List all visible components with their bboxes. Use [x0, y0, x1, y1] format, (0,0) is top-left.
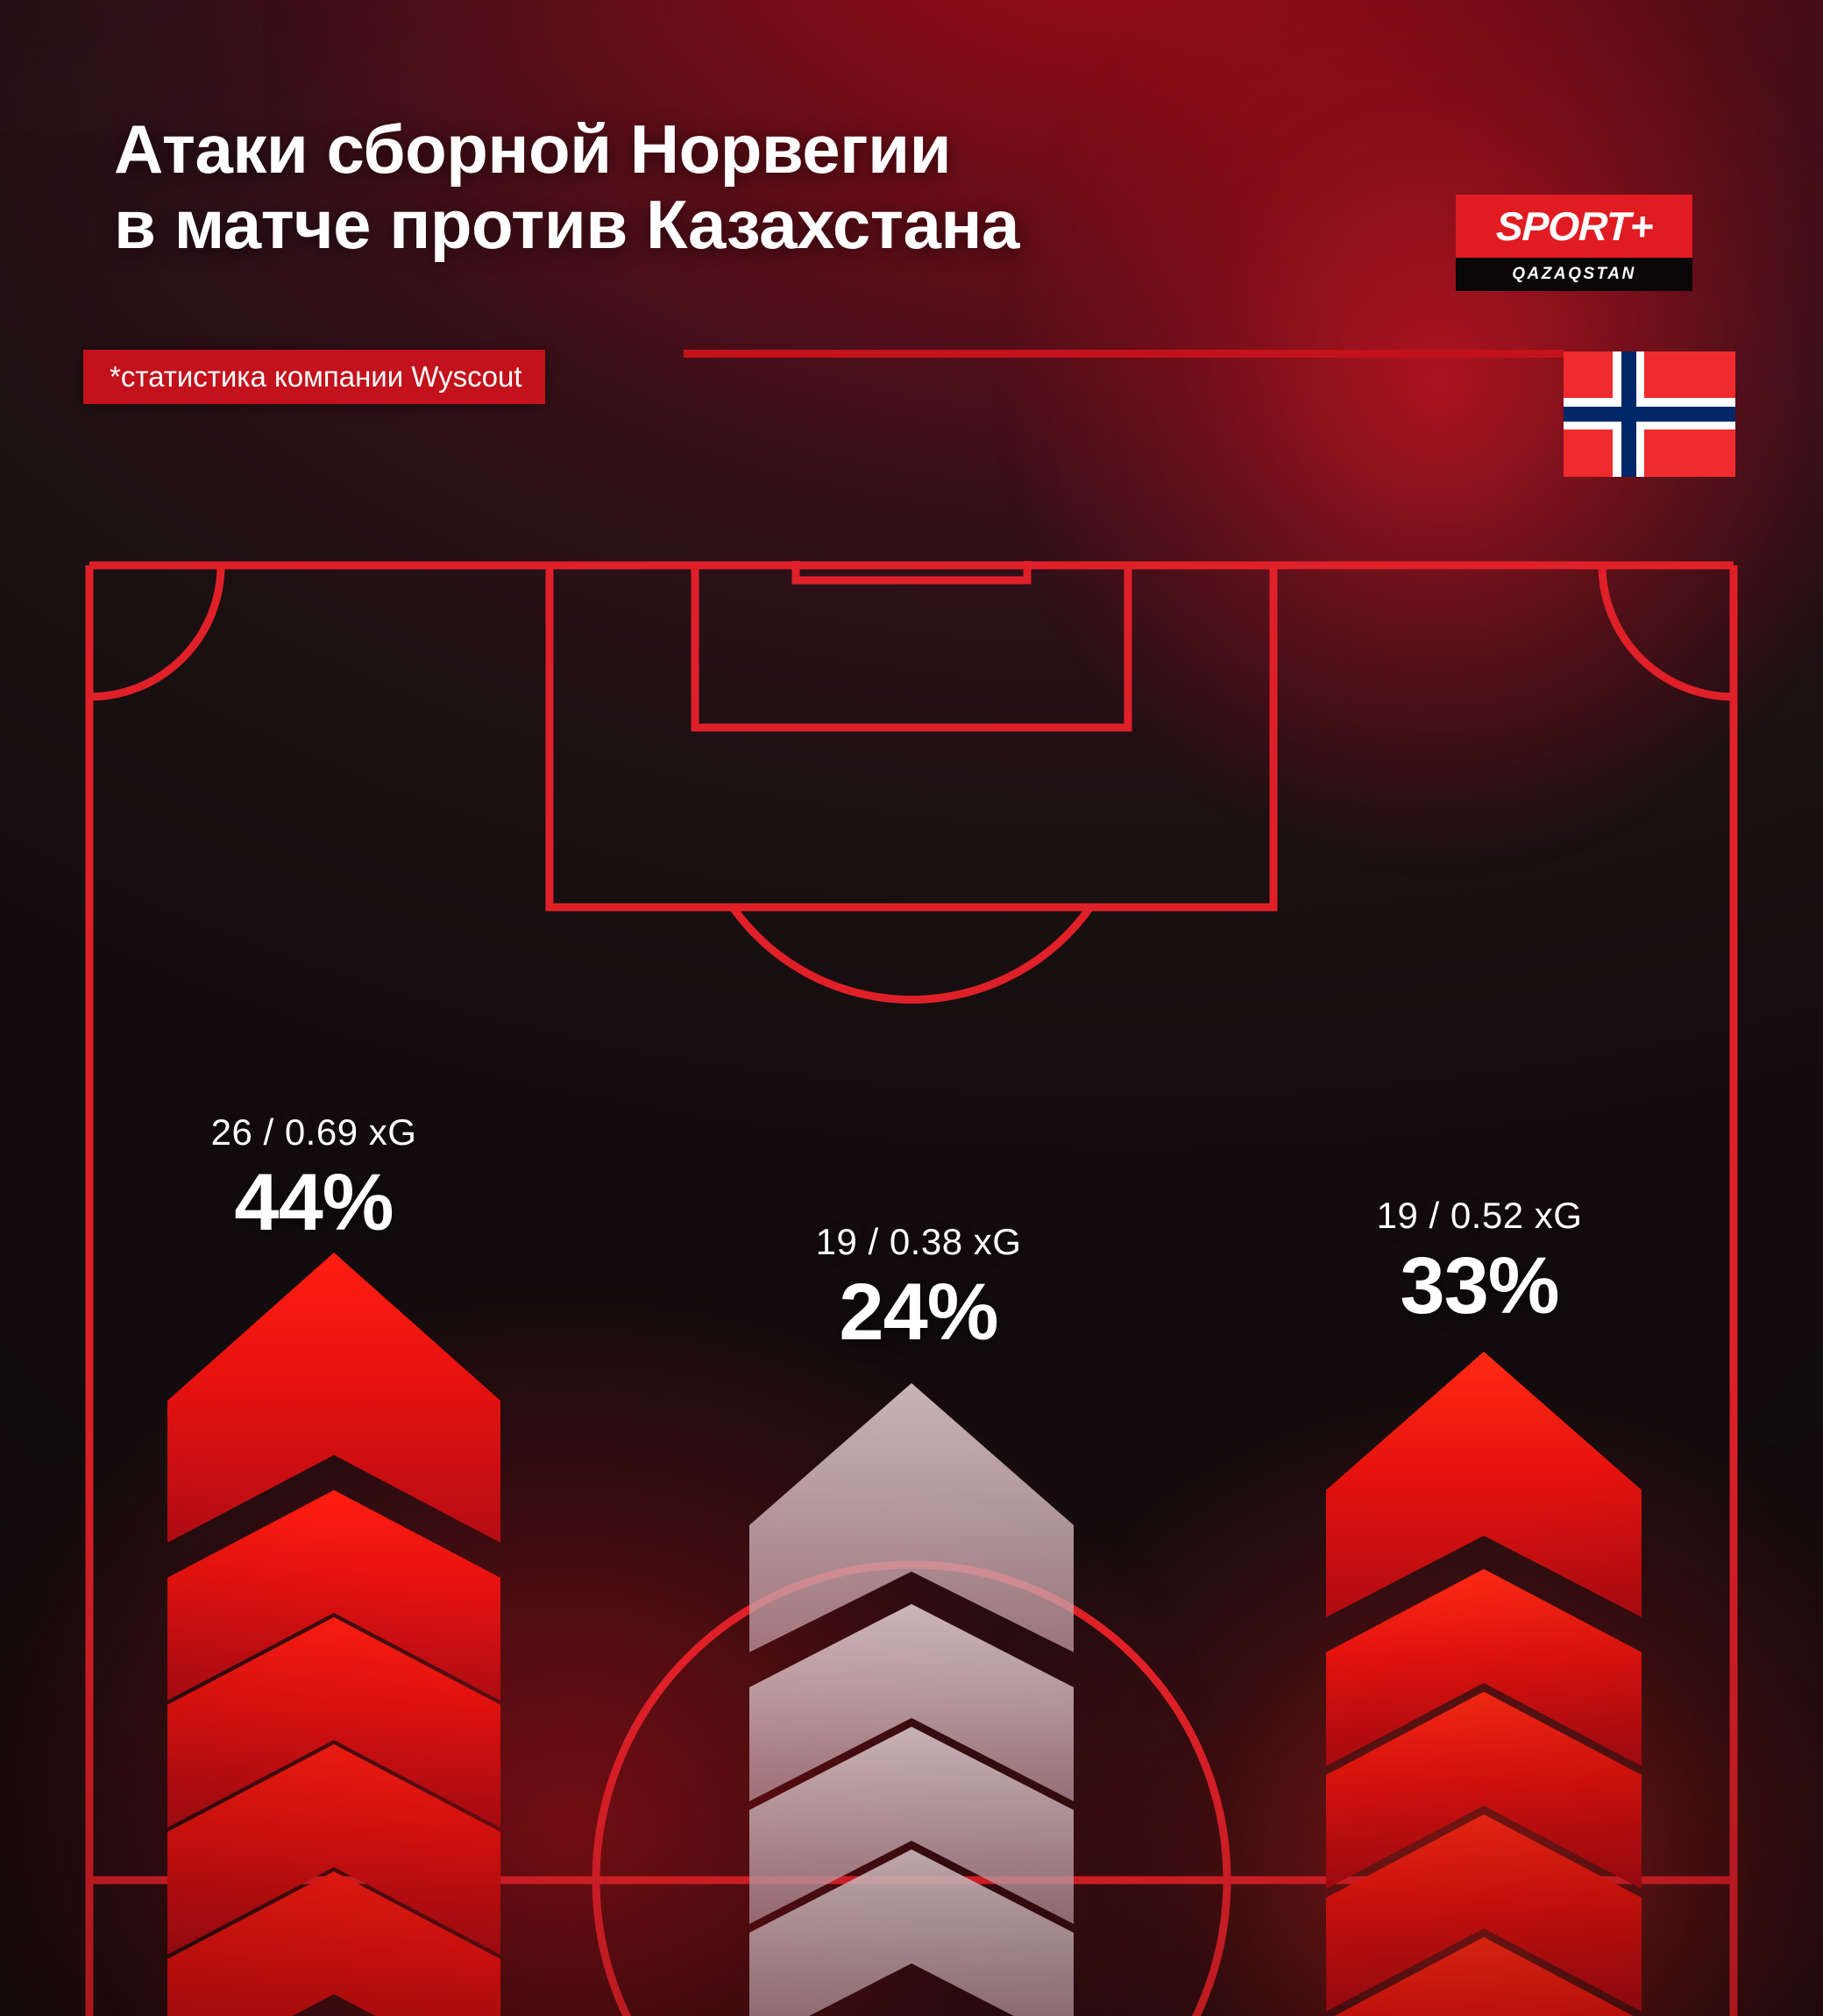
logo-brand-plate: SPORT+ — [1456, 195, 1692, 258]
source-note-banner: *статистика компании Wyscout — [83, 350, 545, 404]
zone-share-center: 24% — [839, 1267, 998, 1357]
zone-stat-left: 26 / 0.69 xG 44% — [130, 1111, 498, 1249]
zone-stat-center: 19 / 0.38 xG 24% — [726, 1221, 1111, 1359]
source-divider-rule — [684, 350, 1564, 358]
background-noise-texture — [0, 0, 263, 131]
logo-region-text: QAZAQSTAN — [1512, 265, 1636, 283]
zone-share-left: 44% — [234, 1158, 394, 1247]
zone-detail-center: 19 / 0.38 xG — [815, 1221, 1022, 1262]
zone-detail-left: 26 / 0.69 xG — [210, 1111, 417, 1153]
norway-flag-icon — [1564, 351, 1735, 477]
logo-region-plate: QAZAQSTAN — [1456, 258, 1692, 291]
flag-horizontal-blue-stripe — [1564, 407, 1735, 422]
source-note-text: *статистика компании Wyscout — [110, 360, 522, 393]
zone-stat-right: 19 / 0.52 xG 33% — [1295, 1195, 1663, 1332]
zone-share-right: 33% — [1400, 1241, 1559, 1331]
page-title: Атаки сборной Норвегии в матче против Ка… — [114, 110, 1019, 263]
logo-brand-text: SPORT+ — [1494, 203, 1654, 249]
zone-detail-right: 19 / 0.52 xG — [1376, 1195, 1583, 1236]
sport-plus-logo[interactable]: SPORT+ QAZAQSTAN — [1456, 195, 1692, 291]
